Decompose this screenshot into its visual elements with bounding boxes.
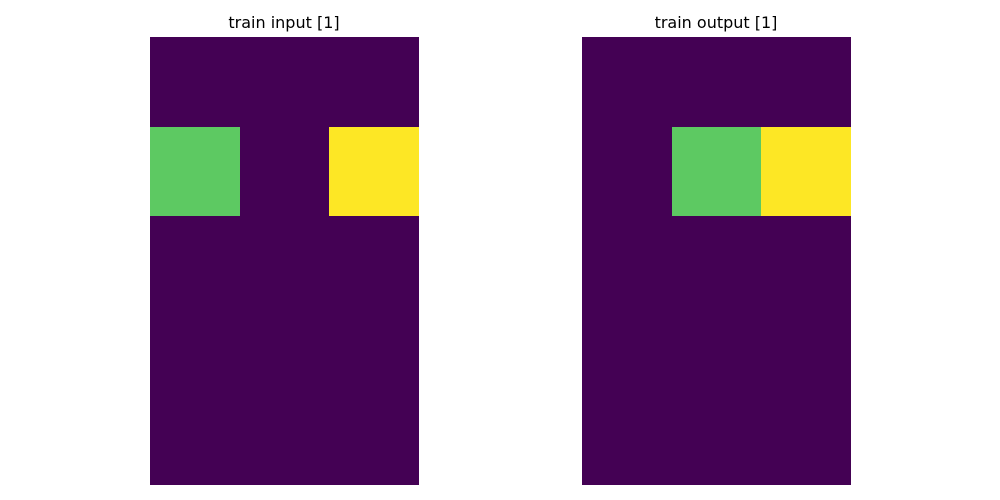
grid-cell bbox=[671, 37, 762, 127]
grid-cell bbox=[329, 216, 419, 306]
grid-cell bbox=[761, 395, 851, 485]
grid-cell bbox=[150, 126, 240, 217]
grid-cell bbox=[329, 305, 419, 396]
grid-cell bbox=[239, 305, 330, 396]
grid-cell bbox=[329, 126, 419, 217]
grid-cell bbox=[582, 216, 672, 306]
train-input-title: train input [1] bbox=[228, 13, 340, 32]
grid-cell bbox=[671, 395, 762, 485]
grid-cell bbox=[582, 395, 672, 485]
grid-cell bbox=[761, 305, 851, 396]
grid-cell bbox=[329, 37, 419, 127]
grid-cell bbox=[761, 126, 851, 217]
train-output-title: train output [1] bbox=[654, 13, 778, 32]
grid-cell bbox=[239, 395, 330, 485]
grid-cell bbox=[150, 37, 240, 127]
grid-cell bbox=[582, 37, 672, 127]
grid-cell bbox=[671, 305, 762, 396]
grid-cell bbox=[671, 216, 762, 306]
grid-cell bbox=[761, 216, 851, 306]
grid-cell bbox=[582, 305, 672, 396]
train-input-grid bbox=[150, 37, 419, 485]
grid-cell bbox=[150, 305, 240, 396]
train-output-grid bbox=[582, 37, 851, 485]
grid-cell bbox=[761, 37, 851, 127]
grid-cell bbox=[671, 126, 762, 217]
grid-cell bbox=[329, 395, 419, 485]
grid-cell bbox=[239, 126, 330, 217]
grid-cell bbox=[150, 216, 240, 306]
grid-cell bbox=[239, 37, 330, 127]
grid-cell bbox=[582, 126, 672, 217]
grid-cell bbox=[150, 395, 240, 485]
grid-cell bbox=[239, 216, 330, 306]
